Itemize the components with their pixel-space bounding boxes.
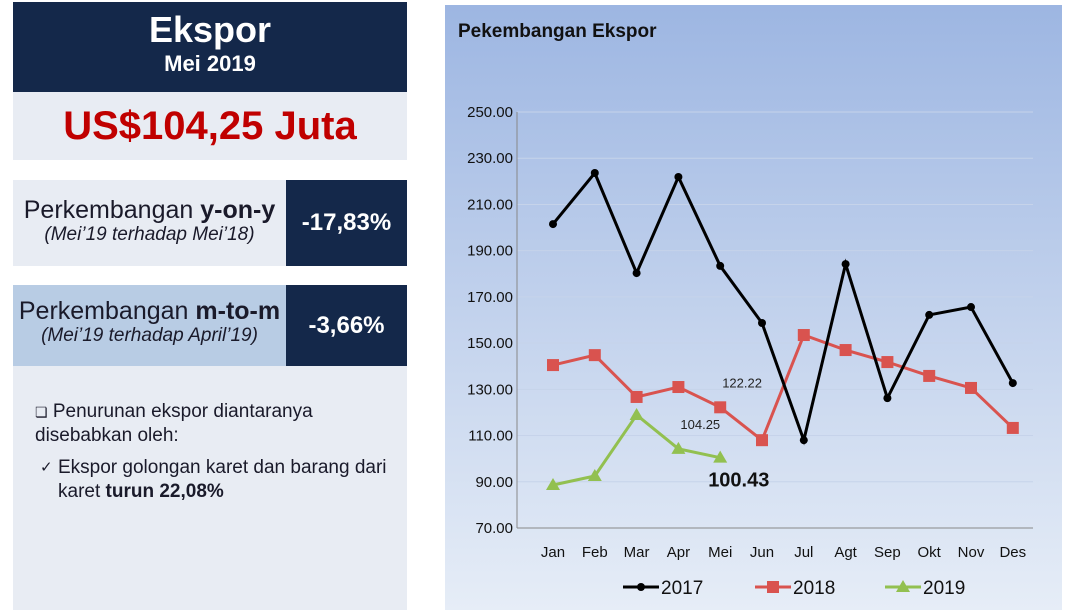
x-tick-label: Sep <box>874 544 901 561</box>
y-tick-label: 130.00 <box>467 381 513 398</box>
y-tick-label: 170.00 <box>467 289 513 306</box>
y-tick-label: 190.00 <box>467 243 513 260</box>
checkmark-icon: ✓ <box>40 459 53 476</box>
yoy-label-bold: y-on-y <box>200 196 276 224</box>
title-block: Ekspor Mei 2019 <box>13 2 407 92</box>
series-line-2018 <box>552 333 1014 443</box>
legend-label: 2019 <box>923 578 965 599</box>
x-tick-label: Agt <box>834 544 857 561</box>
point-2019 <box>546 478 560 491</box>
point-2018 <box>547 359 559 372</box>
point-2018 <box>630 390 643 403</box>
chart-title: Pekembangan Ekspor <box>458 21 657 42</box>
legend-label: 2017 <box>661 578 703 599</box>
point-2017 <box>674 172 683 181</box>
notes-panel: ❏ Penurunan ekspor diantaranya disebabka… <box>13 366 407 610</box>
x-tick-label: Okt <box>918 544 942 561</box>
point-2017 <box>758 319 766 328</box>
square-bullet-icon: ❏ <box>35 404 48 420</box>
point-2019 <box>671 441 686 454</box>
note-line-2-bold: turun 22,08% <box>105 481 224 502</box>
x-tick-label: Mei <box>708 544 732 561</box>
point-2018 <box>965 381 977 394</box>
export-value: US$104,25 Juta <box>13 92 407 160</box>
point-2018 <box>881 356 894 369</box>
point-2018 <box>672 381 685 394</box>
point-2017 <box>590 169 599 178</box>
series-line-2017 <box>551 170 1015 446</box>
note-line-1: Penurunan ekspor diantaranya disebabkan … <box>35 401 313 446</box>
x-tick-label: Jul <box>794 544 813 561</box>
point-2018 <box>923 369 936 382</box>
point-2017 <box>799 436 808 445</box>
y-tick-label: 250.00 <box>467 104 513 121</box>
point-2017 <box>925 310 934 319</box>
point-2019 <box>713 450 728 463</box>
x-tick-label: Jan <box>541 544 565 561</box>
point-2018 <box>714 401 727 414</box>
point-2017 <box>716 261 725 270</box>
point-2018 <box>767 581 779 593</box>
yoy-value: -17,83% <box>286 180 407 266</box>
point-2017 <box>1008 379 1017 388</box>
mtm-sub: (Mei’19 terhadap April’19) <box>41 325 258 346</box>
point-2017 <box>841 260 850 269</box>
x-tick-label: Apr <box>667 544 690 561</box>
mtm-label-box: Perkembangan m-to-m (Mei’19 terhadap Apr… <box>13 285 286 366</box>
y-tick-label: 70.00 <box>475 520 513 537</box>
y-tick-label: 150.00 <box>467 335 513 352</box>
point-2018 <box>588 349 601 362</box>
data-label: 100.43 <box>708 470 769 492</box>
line-chart: 70.00 90.00 110.00 130.00 150.00 170.00 190.00… <box>467 104 1033 599</box>
point-2019 <box>587 469 602 481</box>
point-2017 <box>967 303 975 312</box>
mtm-label: Perkembangan <box>18 297 196 325</box>
period-label: Mei 2019 <box>164 51 256 76</box>
point-2017 <box>637 583 645 591</box>
page-title: Ekspor <box>148 9 272 50</box>
point-2019 <box>629 407 644 420</box>
x-tick-label: Feb <box>582 544 608 561</box>
x-tick-label: Mar <box>624 544 650 561</box>
y-tick-label: 110.00 <box>468 428 513 445</box>
legend-label: 2018 <box>793 578 835 599</box>
point-2018 <box>839 344 852 357</box>
point-2017 <box>549 220 557 229</box>
x-tick-label: Nov <box>958 544 985 561</box>
point-2018 <box>756 434 768 447</box>
mtm-label-bold: m-to-m <box>195 297 281 325</box>
point-2017 <box>632 269 641 278</box>
y-tick-label: 230.00 <box>467 150 513 167</box>
y-tick-label: 90.00 <box>475 474 513 491</box>
note-line-2: Ekspor golongan karet dan barang dari ka… <box>58 457 387 502</box>
point-2019 <box>896 580 910 592</box>
data-label: 122.22 <box>722 375 762 390</box>
point-2018 <box>797 329 810 342</box>
chart-panel: Pekembangan Ekspor 70.00 90.00 110.00 130.0… <box>445 5 1062 610</box>
yoy-label: Perkembangan <box>23 196 201 224</box>
point-2017 <box>883 394 892 403</box>
yoy-sub: (Mei’19 terhadap Mei’18) <box>44 224 255 245</box>
point-2018 <box>1006 421 1019 434</box>
yoy-label-box: Perkembangan y-on-y (Mei’19 terhadap Mei… <box>13 180 286 266</box>
y-tick-label: 210.00 <box>467 196 513 213</box>
data-label: 104.25 <box>680 417 720 432</box>
mtm-value: -3,66% <box>286 285 407 366</box>
x-tick-label: Jun <box>750 544 774 561</box>
x-tick-label: Des <box>999 544 1026 561</box>
